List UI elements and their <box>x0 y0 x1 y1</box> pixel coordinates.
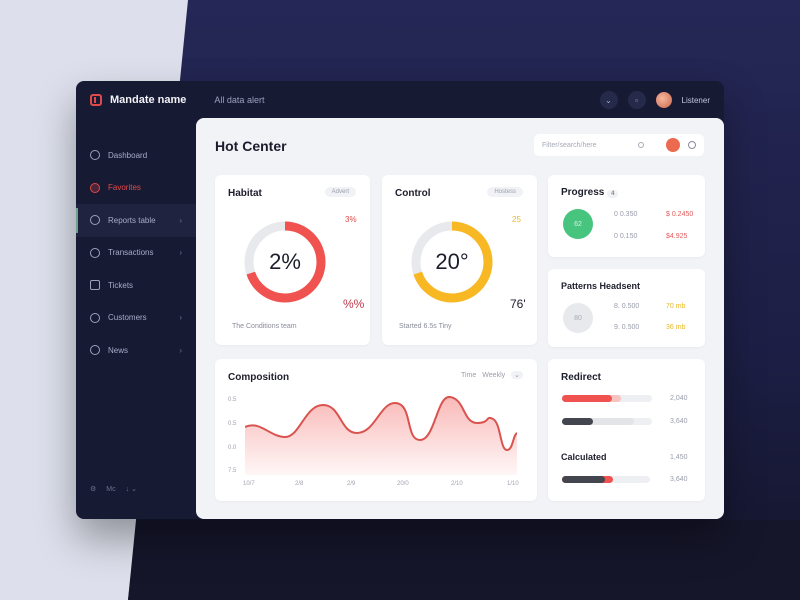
chevron-right-icon: › <box>179 345 182 355</box>
progress-bar <box>562 476 650 483</box>
ticket-icon <box>90 280 100 291</box>
background-dark <box>128 520 800 600</box>
sidebar-footer: ⚙ Mc ↓ ⌄ <box>90 485 137 494</box>
settings-icon[interactable]: ⚙ <box>90 486 97 493</box>
app-title: Mandate name <box>110 94 187 106</box>
main-panel: Hot Center Filter/search/here Habitat Ad… <box>196 118 724 519</box>
sidebar-item-customers[interactable]: Customers › <box>76 302 196 335</box>
filter-pill[interactable]: Advert <box>324 187 356 197</box>
info-icon <box>90 345 100 356</box>
bottom-label: %% <box>343 297 365 311</box>
row-label: 9. 0.500 <box>614 324 640 331</box>
chevron-down-icon[interactable]: ⌄ <box>599 91 618 109</box>
chart-icon <box>90 247 100 258</box>
area-chart <box>245 396 517 475</box>
top-label: 3% <box>345 215 357 224</box>
count-badge: 4 <box>607 190 619 198</box>
sidebar-item-transactions[interactable]: Transactions › <box>76 237 196 270</box>
search-icon[interactable] <box>638 142 644 148</box>
sidebar-item-dashboard[interactable]: Dashboard <box>76 139 196 172</box>
row-label: 0 0.150 <box>614 233 638 240</box>
users-icon <box>90 312 100 323</box>
card-title: Patterns Headsent <box>561 281 641 291</box>
bell-icon[interactable]: ▫ <box>627 91 646 109</box>
patterns-card: Patterns Headsent 80 8. 0.500 70 mb 9. 0… <box>548 269 705 347</box>
avatar[interactable] <box>666 138 680 152</box>
collapse-icon[interactable]: ↓ ⌄ <box>125 486 137 493</box>
card-subtitle: Calculated <box>561 452 607 462</box>
status-circle: 80 <box>563 303 593 333</box>
card-title: Redirect <box>561 372 602 383</box>
progress-bar <box>562 395 652 402</box>
status-circle: 62 <box>563 209 593 239</box>
filter-pill[interactable]: Hostess <box>487 187 523 197</box>
row-label: 8. 0.500 <box>614 303 640 310</box>
sidebar-item-tickets[interactable]: Tickets <box>76 269 196 302</box>
chevron-right-icon: › <box>179 215 182 225</box>
top-bar: Mandate name All data alert ⌄ ▫ Listener <box>76 81 724 119</box>
row-value: $ 0.2450 <box>666 211 694 218</box>
page-title: Hot Center <box>215 138 287 154</box>
settings-icon[interactable] <box>688 141 696 149</box>
progress-card: Progress 4 62 0 0.350 $ 0.2450 0 0.150 $… <box>548 175 705 257</box>
card-title: Habitat <box>228 188 262 199</box>
dashboard-icon <box>90 150 100 161</box>
composition-chart-card: Composition Time Weekly ⌄ 0.5 0.5 0.0 7.… <box>215 359 537 501</box>
donut-value: 2% <box>269 249 301 274</box>
redirect-bars-card: Redirect 2,040 3,640 Calculated 1,450 3,… <box>548 359 705 501</box>
card-footer: Started 6.5s Tiny <box>399 323 452 330</box>
time-filter[interactable]: Time Weekly ⌄ <box>461 371 523 379</box>
habitat-card: Habitat Advert 2% 3% %% The Conditions t… <box>215 175 370 345</box>
logo-icon <box>90 94 102 106</box>
card-footer: The Conditions team <box>232 323 297 330</box>
footer-label[interactable]: Mc <box>106 485 116 493</box>
chevron-right-icon: › <box>179 313 182 323</box>
sidebar-item-news[interactable]: News › <box>76 334 196 367</box>
search-placeholder: Filter/search/here <box>542 141 597 149</box>
user-name[interactable]: Listener <box>681 95 710 105</box>
progress-bar <box>562 418 652 425</box>
row-value: $4.925 <box>666 233 688 240</box>
refresh-icon <box>90 215 100 226</box>
chevron-right-icon: › <box>179 248 182 258</box>
app-window: Mandate name All data alert ⌄ ▫ Listener… <box>76 81 724 519</box>
top-label: 25 <box>512 215 521 224</box>
card-title: Progress 4 <box>561 187 619 198</box>
bottom-label: 76' <box>510 297 526 311</box>
avatar[interactable] <box>655 92 672 108</box>
sidebar-item-favorites[interactable]: Favorites <box>76 172 196 205</box>
row-label: 0 0.350 <box>614 211 638 218</box>
card-title: Control <box>395 188 431 199</box>
control-card: Control Hostess 20° 25 76' Started 6.5s … <box>382 175 537 345</box>
sidebar: Dashboard Favorites Reports table › Trans… <box>76 139 196 367</box>
row-value: 70 mb <box>666 303 686 310</box>
app-subtitle: All data alert <box>214 95 265 105</box>
card-title: Composition <box>228 372 290 383</box>
donut-chart <box>244 221 326 303</box>
sidebar-item-reports[interactable]: Reports table › <box>76 204 196 237</box>
row-value: 36 mb <box>666 324 686 331</box>
search-input[interactable]: Filter/search/here <box>534 134 704 156</box>
heart-icon <box>90 182 100 193</box>
chevron-down-icon: ⌄ <box>511 371 523 379</box>
donut-chart <box>411 221 493 303</box>
donut-value: 20° <box>435 249 469 274</box>
